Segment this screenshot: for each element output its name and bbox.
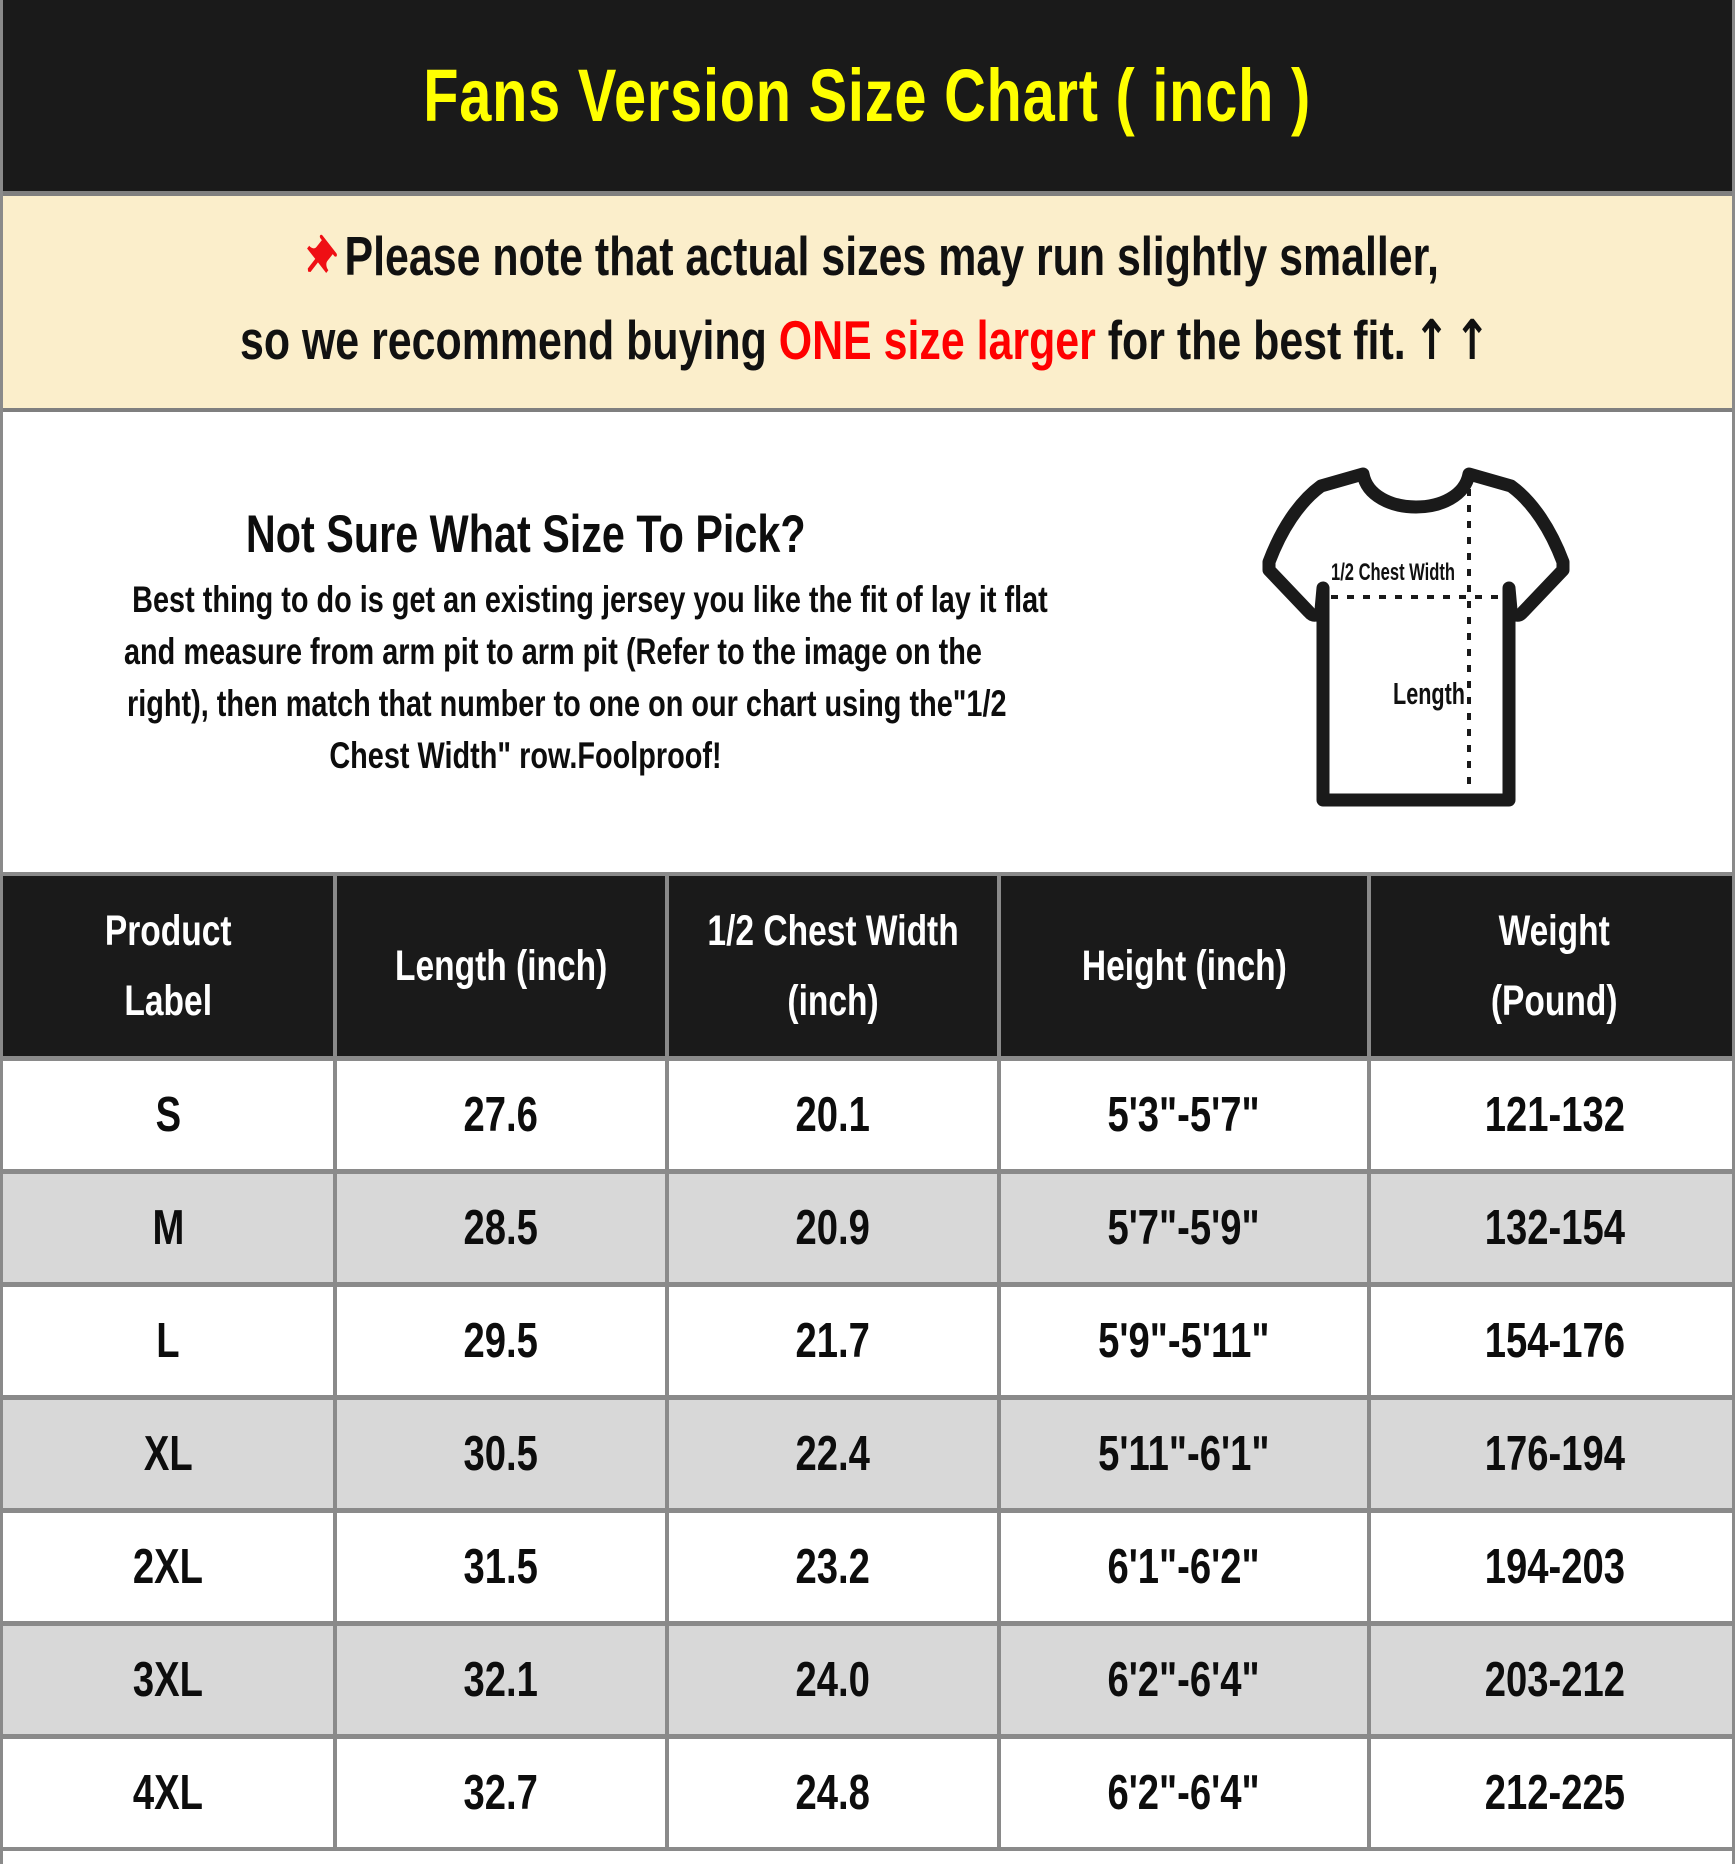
cell-height: 6'1"-6'2" [997,1507,1371,1626]
table-row-2xl: 2XL 31.5 23.2 6'1"-6'2" 194-203 [3,1507,1732,1626]
cell-height: 5'9"-5'11" [997,1281,1371,1400]
cell-length: 30.5 [333,1394,669,1513]
col-header-chest-width: 1/2 Chest Width (inch) [665,872,1001,1061]
cell-size-label: XL [3,1394,337,1513]
cell-height: 5'11"-6'1" [997,1394,1371,1513]
page-title: Fans Version Size Chart ( inch ) [423,54,1312,137]
cell-weight: 176-194 [1367,1394,1732,1513]
notice-banner: Please note that actual sizes may run sl… [3,196,1732,408]
tshirt-diagram: 1/2 Chest Width Length [1251,462,1581,814]
guide-body: Best thing to do is get an existing jers… [3,574,1048,782]
cell-length: 29.5 [333,1281,669,1400]
cell-chest: 20.9 [665,1168,1001,1287]
guide-text-block: Not Sure What Size To Pick? Best thing t… [3,412,1048,782]
cell-size-label: L [3,1281,337,1400]
cell-weight: 132-154 [1367,1168,1732,1287]
up-arrows-icon: ↑↑ [1413,308,1495,372]
cell-weight: 194-203 [1367,1507,1732,1626]
cell-length: 32.7 [333,1733,669,1851]
cell-chest: 20.1 [665,1055,1001,1174]
pushpin-icon [307,234,337,273]
cell-size-label: S [3,1055,337,1174]
cell-height: 5'7"-5'9" [997,1168,1371,1287]
cell-chest: 24.8 [665,1733,1001,1851]
cell-size-label: 3XL [3,1620,337,1739]
table-row-4xl: 4XL 32.7 24.8 6'2"-6'4" 212-225 [3,1733,1732,1851]
notice-text-2-post: for the best fit. [1095,309,1406,371]
tshirt-icon: 1/2 Chest Width Length [1262,467,1570,807]
cell-length: 28.5 [333,1168,669,1287]
cell-chest: 21.7 [665,1281,1001,1400]
length-label: Length [1393,676,1465,711]
cell-weight: 212-225 [1367,1733,1732,1851]
guide-body-line: Best thing to do is get an existing jers… [132,579,1048,620]
cell-length: 27.6 [333,1055,669,1174]
notice-line-2: so we recommend buying ONE size larger f… [3,298,1732,382]
sizing-guide-section: Not Sure What Size To Pick? Best thing t… [3,412,1732,872]
size-table-body: S 27.6 20.1 5'3"-5'7" 121-132 M 28.5 20.… [3,1055,1732,1851]
title-band: Fans Version Size Chart ( inch ) [3,0,1732,191]
chest-width-label: 1/2 Chest Width [1331,559,1455,586]
notice-text-1: Please note that actual sizes may run sl… [344,225,1439,287]
col-header-height: Height (inch) [997,872,1371,1061]
guide-heading: Not Sure What Size To Pick? [245,505,806,564]
cell-size-label: M [3,1168,337,1287]
col-header-length: Length (inch) [333,872,669,1061]
one-size-larger-highlight: ONE size larger [778,309,1096,371]
cell-height: 6'2"-6'4" [997,1620,1371,1739]
cell-length: 32.1 [333,1620,669,1739]
cell-chest: 24.0 [665,1620,1001,1739]
notice-text-2-pre: so we recommend buying [240,309,779,371]
guide-body-line: and measure from arm pit to arm pit (Ref… [123,631,982,672]
guide-body-line: Chest Width" row.Foolproof! [329,735,722,776]
table-row-xl: XL 30.5 22.4 5'11"-6'1" 176-194 [3,1394,1732,1513]
cell-size-label: 2XL [3,1507,337,1626]
table-row-l: L 29.5 21.7 5'9"-5'11" 154-176 [3,1281,1732,1400]
cell-length: 31.5 [333,1507,669,1626]
divider [3,191,1732,196]
cell-weight: 154-176 [1367,1281,1732,1400]
cell-chest: 22.4 [665,1394,1001,1513]
cell-weight: 203-212 [1367,1620,1732,1739]
col-header-weight: Weight (Pound) [1367,872,1732,1061]
cell-height: 6'2"-6'4" [997,1733,1371,1851]
table-row-m: M 28.5 20.9 5'7"-5'9" 132-154 [3,1168,1732,1287]
guide-body-line: right), then match that number to one on… [127,683,1007,724]
size-table-header: Product Label Length (inch) 1/2 Chest Wi… [3,872,1732,1061]
cell-chest: 23.2 [665,1507,1001,1626]
cell-size-label: 4XL [3,1733,337,1851]
cell-height: 5'3"-5'7" [997,1055,1371,1174]
cell-weight: 121-132 [1367,1055,1732,1174]
table-row-3xl: 3XL 32.1 24.0 6'2"-6'4" 203-212 [3,1620,1732,1739]
table-row-s: S 27.6 20.1 5'3"-5'7" 121-132 [3,1055,1732,1174]
divider [3,408,1732,412]
col-header-product-label: Product Label [3,872,337,1061]
size-table: Product Label Length (inch) 1/2 Chest Wi… [3,872,1732,1851]
notice-line-1: Please note that actual sizes may run sl… [3,214,1732,298]
